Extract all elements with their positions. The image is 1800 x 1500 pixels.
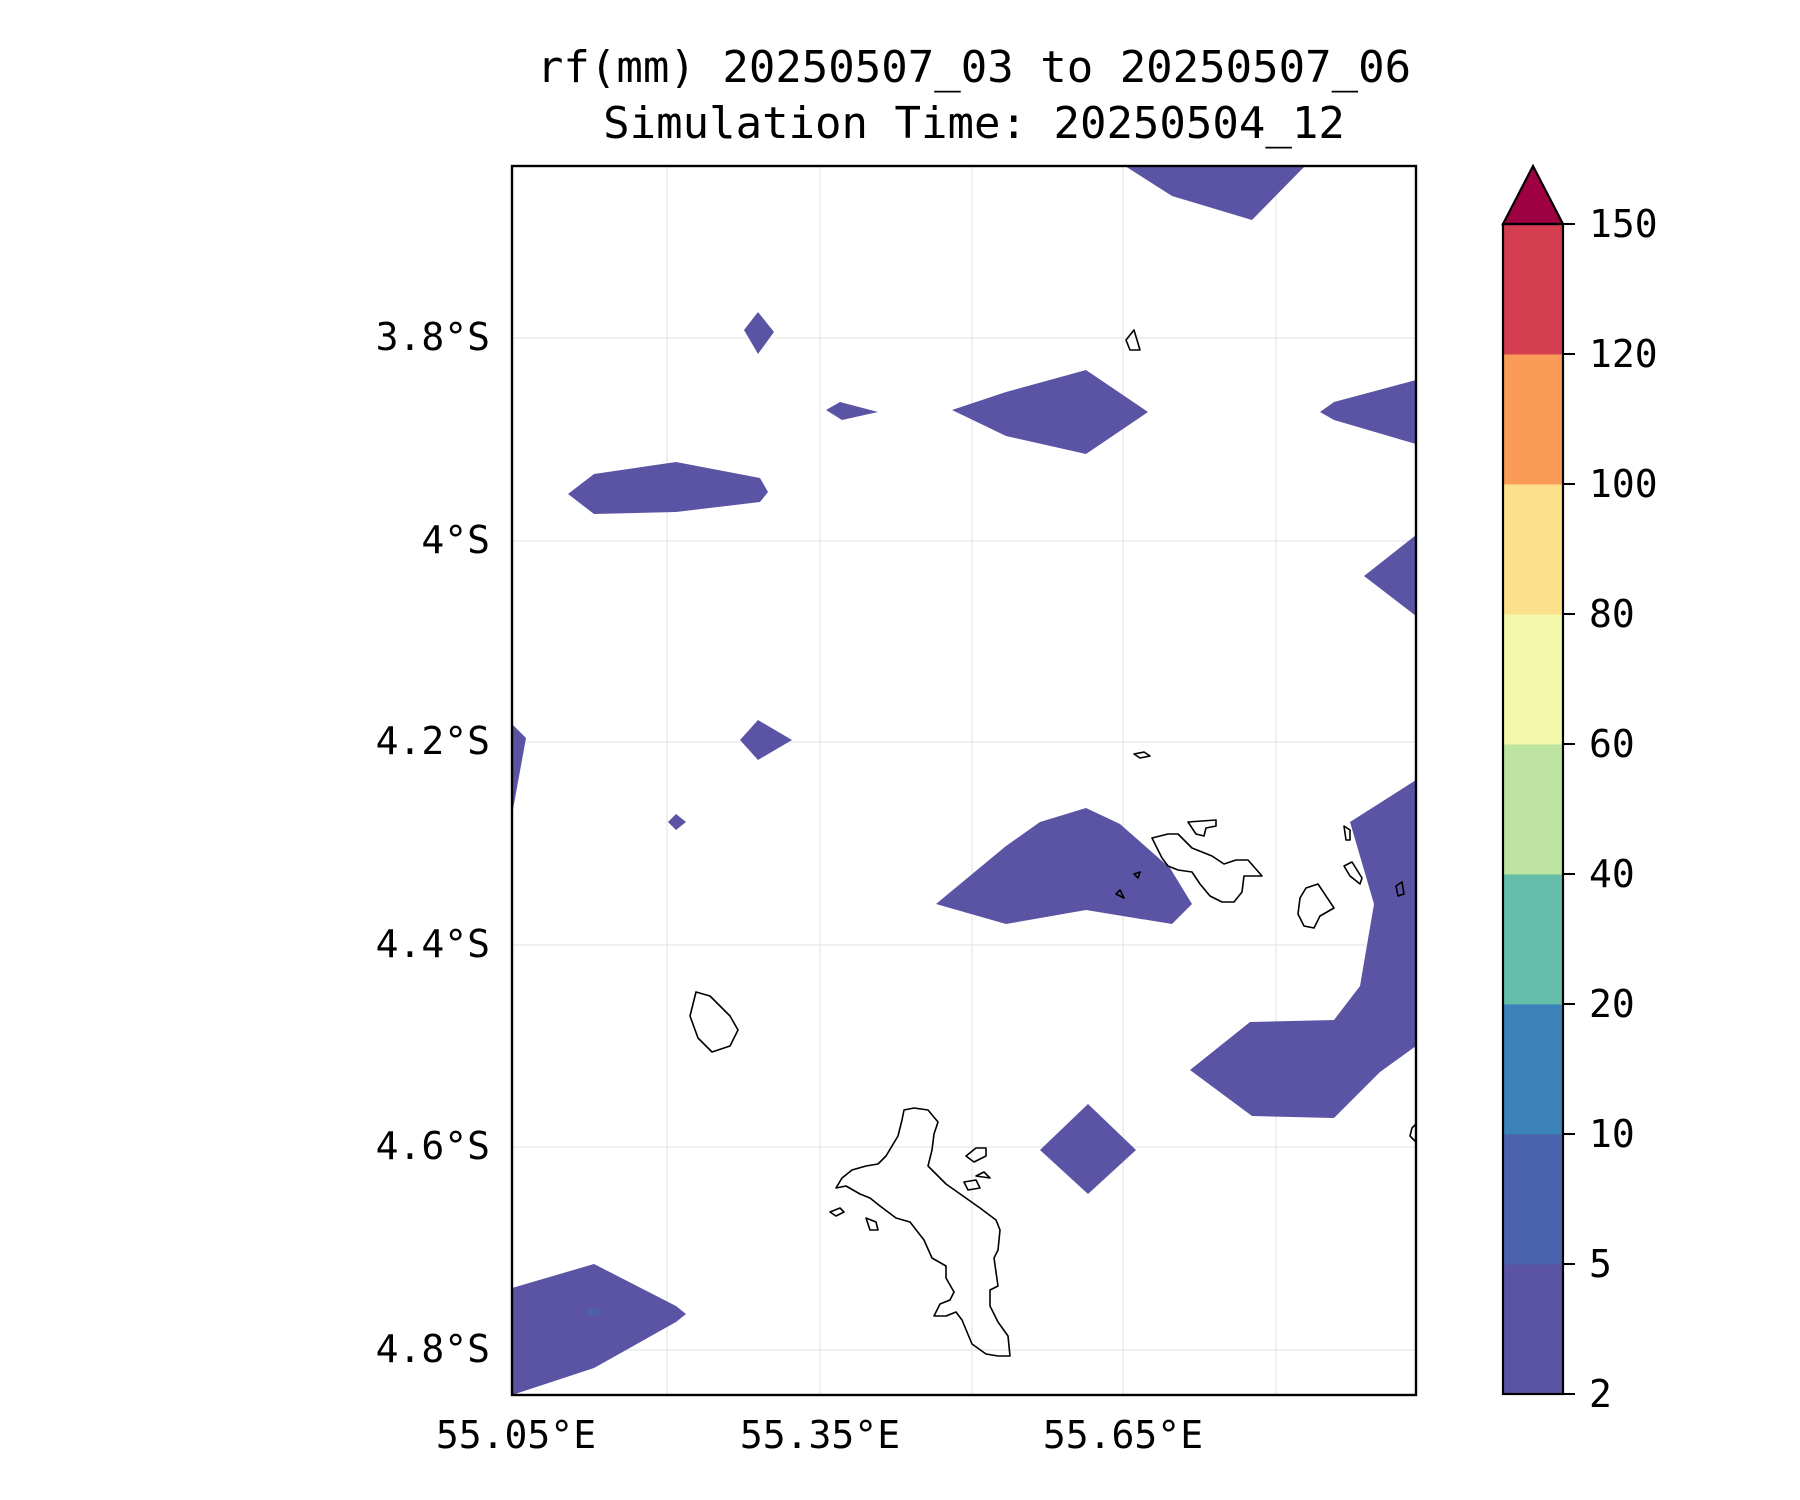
coastline-island [1297,883,1335,929]
map-background [512,166,1416,1395]
rain-area [512,724,526,815]
lat-tick-label: 4.4°S [376,922,490,966]
rain-area [668,814,686,830]
map-title-line2: Simulation Time: 20250504_12 [603,98,1345,149]
rain-area [1125,166,1305,220]
lat-tick-label: 4.8°S [376,1327,490,1371]
coastline-island [1343,861,1363,885]
coastline-island [963,1179,981,1191]
colorbar-tick-label: 80 [1589,592,1635,636]
rain-area [512,1264,686,1395]
latitude-ticks: 3.8°S 4°S 4.2°S 4.4°S 4.6°S 4.8°S [376,315,490,1371]
coastline-island [1151,833,1263,903]
coastline-island [1115,889,1125,899]
coastline-island [1125,329,1141,351]
colorbar-tick-label: 40 [1589,852,1635,896]
colorbar-tick-label: 150 [1589,202,1658,246]
colorbar-tick-label: 2 [1589,1372,1612,1416]
rain-area [568,462,768,514]
coastline-island [1133,871,1141,879]
rain-area [744,312,774,354]
colorbar-tick-label: 60 [1589,722,1635,766]
rain-area-heavier [586,1308,602,1316]
map-frame [510,164,1418,1397]
colorbar-segments [1503,224,1563,1395]
rain-area [740,720,792,760]
colorbar-segment [1503,1004,1563,1135]
rain-area [936,808,1192,924]
colorbar-frame [1501,222,1565,1396]
map-title-line1: rf(mm) 20250507_03 to 20250507_06 [537,42,1411,93]
rain-area [1190,780,1416,1118]
colorbar-tick-label: 10 [1589,1112,1635,1156]
lon-tick-label: 55.65°E [1043,1413,1203,1457]
coastline-island [1133,751,1151,759]
colorbar-tick-label: 20 [1589,982,1635,1026]
rain-area [826,402,878,420]
colorbar-segment [1503,484,1563,615]
colorbar-segment [1503,1264,1563,1395]
coastline-island [865,1217,879,1231]
colorbar-ticks: 2 5 10 20 40 60 80 100 120 150 [1563,202,1658,1416]
lat-tick-label: 3.8°S [376,315,490,359]
rain-area [1320,380,1416,444]
lat-tick-label: 4.6°S [376,1124,490,1168]
coastline-island [829,1207,845,1217]
map-gridlines [512,166,1416,1395]
colorbar-segment [1503,224,1563,355]
longitude-ticks: 55.05°E 55.35°E 55.65°E [436,1413,1203,1457]
colorbar-extend-arrow [1501,163,1565,226]
colorbar-segment [1503,744,1563,875]
coastline-island [975,1171,991,1179]
coastline-island [689,991,739,1053]
colorbar-segment [1503,354,1563,485]
coastline-island [965,1147,987,1163]
colorbar-segment [1503,614,1563,745]
colorbar-segment [1503,874,1563,1005]
colorbar-tick-label: 5 [1589,1242,1612,1286]
coastline-island [1343,825,1351,841]
coastline-island [1395,881,1405,897]
colorbar-tick-label: 100 [1589,462,1658,506]
coastline-island [835,1107,1011,1357]
rain-area [952,370,1148,454]
colorbar-tick-label: 120 [1589,332,1658,376]
colorbar: 2 5 10 20 40 60 80 100 120 150 [1501,163,1658,1416]
lon-tick-label: 55.05°E [436,1413,596,1457]
rainfall-contours [512,166,1416,1395]
rain-area [1364,535,1416,616]
colorbar-segment [1503,1134,1563,1265]
rain-area [1040,1104,1136,1194]
coastline-island [1187,819,1217,837]
map-panel [510,164,1418,1397]
lat-tick-label: 4.2°S [376,719,490,763]
lon-tick-label: 55.35°E [740,1413,900,1457]
lat-tick-label: 4°S [421,518,490,562]
